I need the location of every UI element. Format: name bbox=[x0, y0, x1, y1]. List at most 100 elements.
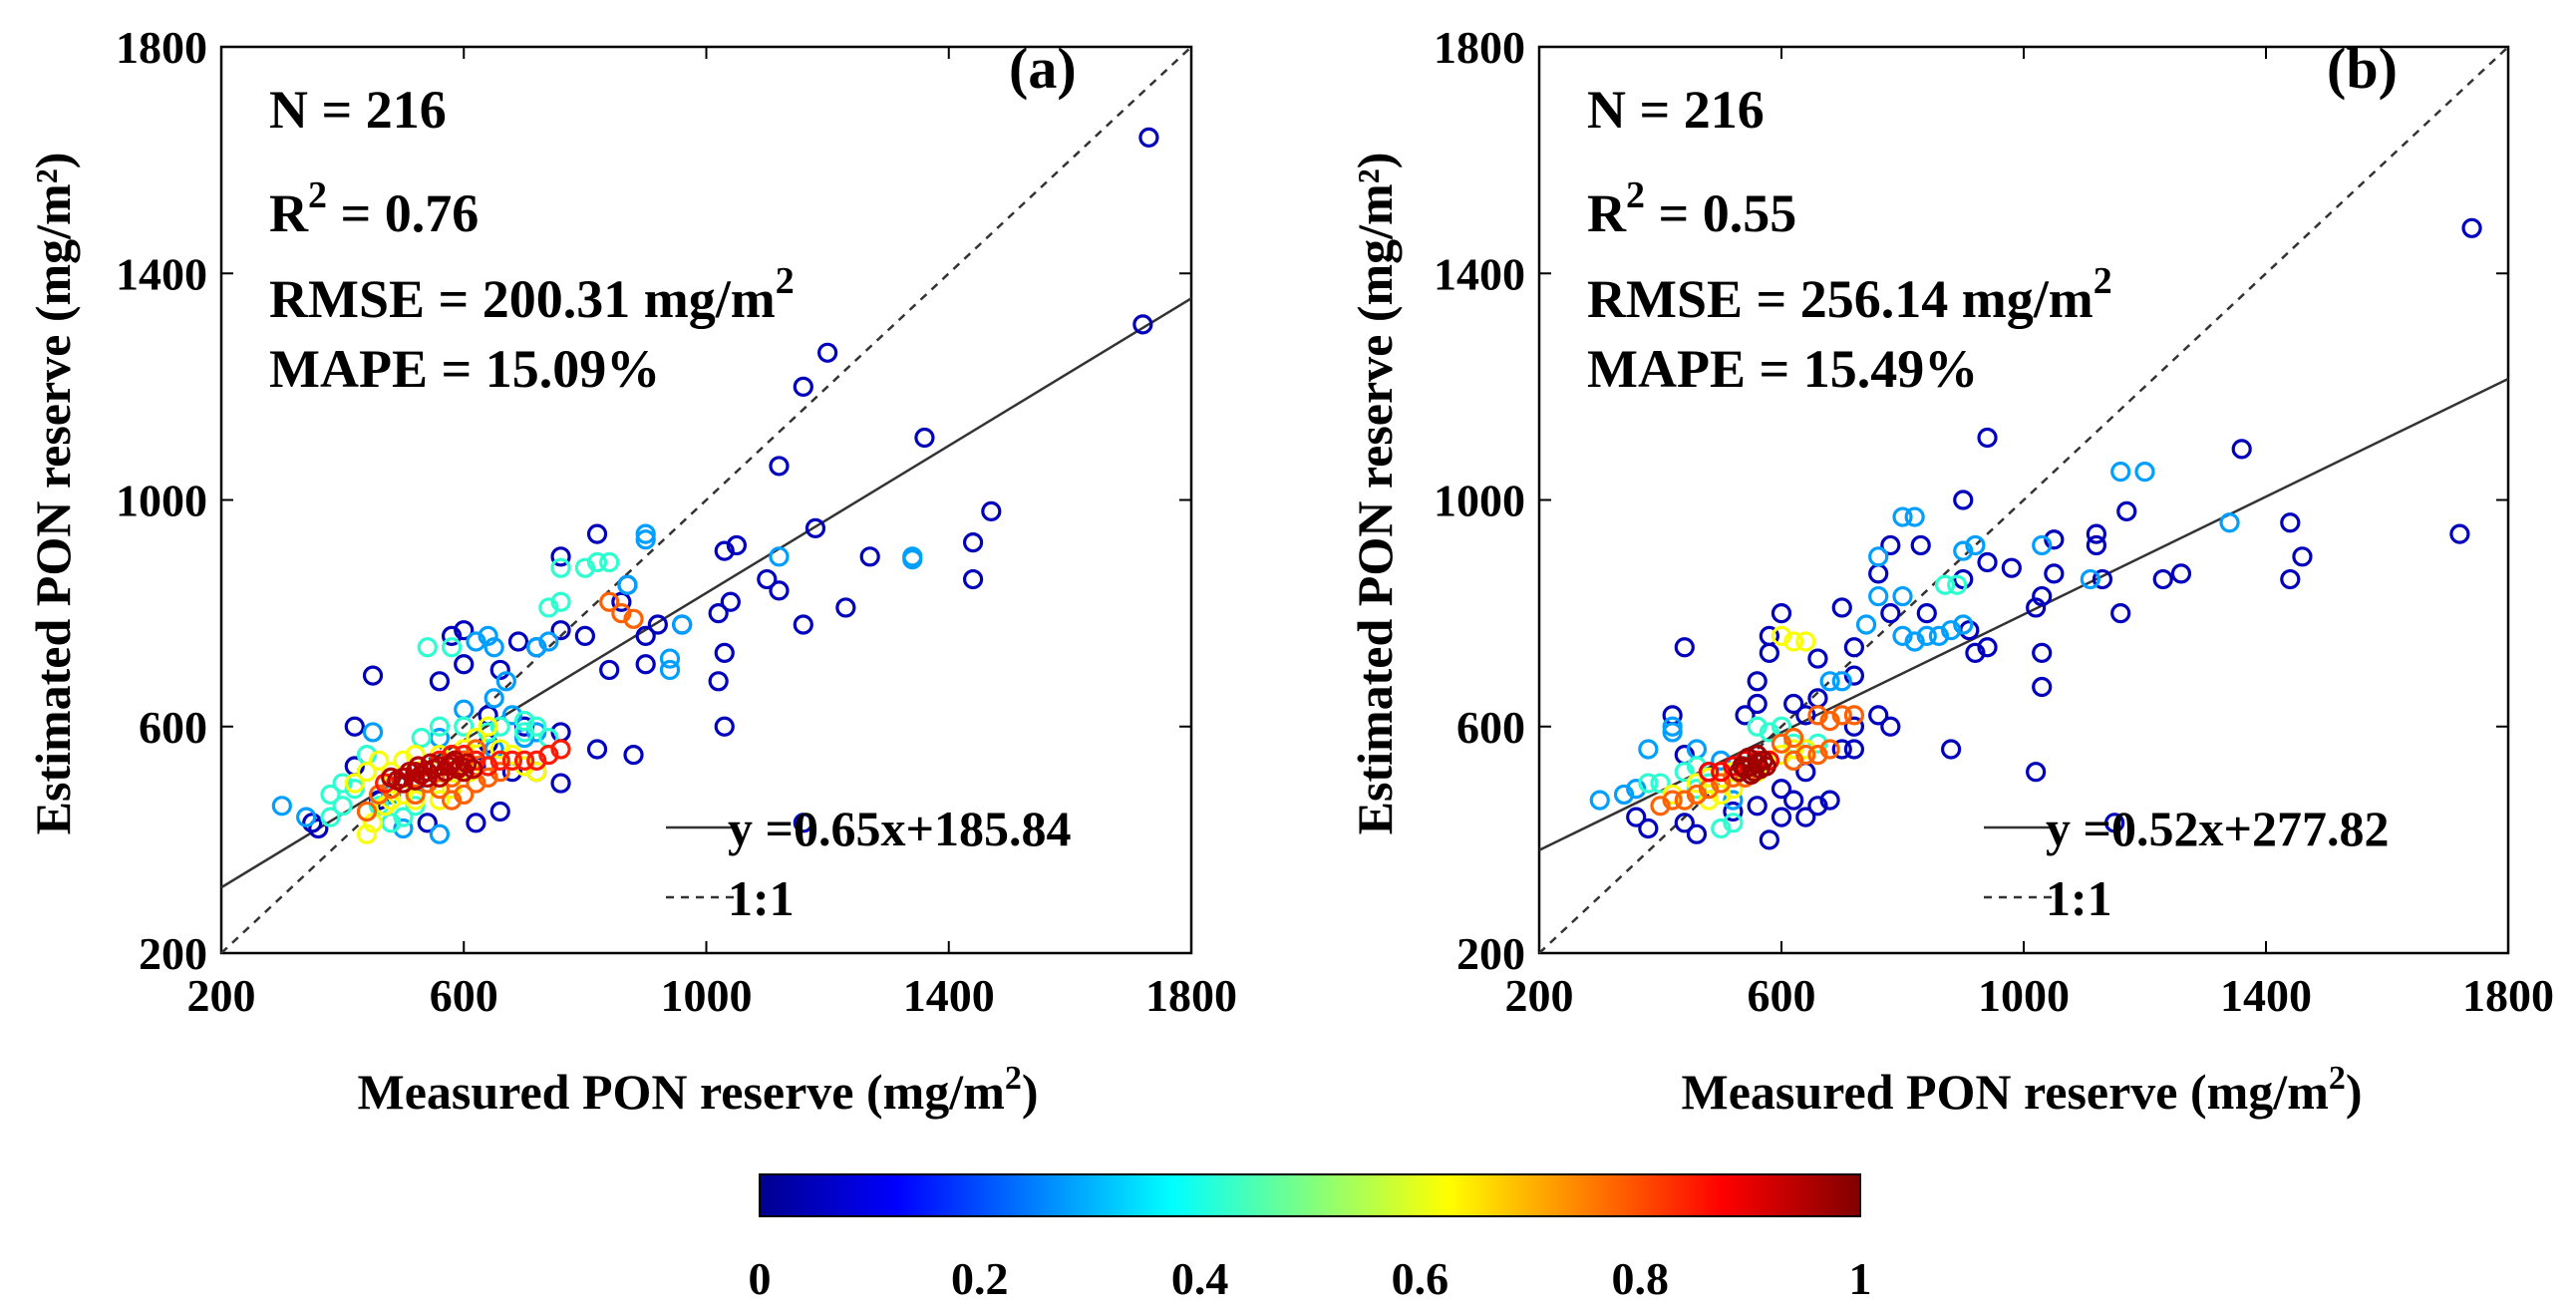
panel-b-data-point bbox=[2026, 597, 2047, 618]
panel-a-data-point bbox=[793, 376, 813, 397]
panel-a-data-point bbox=[769, 580, 790, 601]
panel-b-data-point bbox=[2001, 557, 2022, 578]
panel-b-data-point bbox=[1662, 790, 1683, 811]
panel-a-data-point bbox=[405, 770, 426, 791]
panel-a-data-point bbox=[332, 796, 353, 817]
panel-a-data-point bbox=[1138, 127, 1159, 148]
panel-b-data-point bbox=[1831, 597, 1852, 618]
panel-a-data-point bbox=[635, 654, 656, 675]
panel-a-ytick-label: 1400 bbox=[116, 248, 207, 299]
panel-b-data-point bbox=[1868, 546, 1889, 567]
panel-a-data-point bbox=[635, 523, 656, 544]
panel-a-data-point bbox=[369, 790, 390, 811]
panel-a-data-point bbox=[526, 750, 547, 771]
panel-a-data-point bbox=[489, 739, 510, 760]
panel-b-data-point bbox=[1723, 801, 1744, 822]
panel-a-data-point bbox=[478, 767, 498, 788]
panel-b-data-point bbox=[2110, 603, 2131, 624]
panel-b-data-point bbox=[1747, 796, 1768, 817]
panel-b-ytick-label: 1000 bbox=[1434, 476, 1525, 526]
panel-b-data-point bbox=[1723, 790, 1744, 811]
panel-b-data-point bbox=[2134, 461, 2155, 483]
panel-b-data-point bbox=[1638, 739, 1659, 760]
panel-b-data-point bbox=[1650, 796, 1671, 817]
panel-b-data-point bbox=[1910, 534, 1931, 556]
panel-b-data-point bbox=[1711, 773, 1732, 794]
panel-b-data-point bbox=[1662, 784, 1683, 806]
panel-b-data-point bbox=[1807, 733, 1828, 754]
panel-b-data-point bbox=[1928, 625, 1950, 646]
panel-a-data-point bbox=[420, 753, 441, 774]
panel-a-data-point bbox=[599, 551, 620, 573]
panel-a-data-point bbox=[501, 750, 523, 771]
panel-b-n-label: N = 216 bbox=[1587, 80, 1765, 140]
panel-a-data-point bbox=[550, 773, 571, 794]
panel-a-data-point bbox=[599, 659, 620, 681]
panel-b-data-point bbox=[1589, 790, 1610, 811]
panel-b-data-point bbox=[1953, 540, 1974, 561]
panel-b-data-point bbox=[2044, 563, 2065, 584]
panel-a-legend-fit-label: y =0.65x+185.84 bbox=[728, 801, 1071, 856]
colorbar-tick-label: 0.2 bbox=[951, 1253, 1009, 1304]
panel-b-data-point bbox=[1977, 427, 1998, 449]
panel-a-data-point bbox=[659, 648, 681, 669]
panel-b-data-point bbox=[2152, 568, 2173, 590]
panel-b-data-point bbox=[1698, 767, 1720, 788]
colorbar-tick-label: 1 bbox=[1849, 1253, 1872, 1304]
panel-b-label: (b) bbox=[2327, 36, 2398, 101]
panel-a-data-point bbox=[489, 762, 510, 783]
panel-b-data-point bbox=[1934, 574, 1956, 595]
panel-a-data-point bbox=[356, 801, 378, 822]
panel-a-r2-label: R2 = 0.76 bbox=[269, 174, 479, 243]
panel-a-data-point bbox=[574, 557, 595, 578]
panel-b-data-point bbox=[2449, 523, 2470, 544]
colorbar-tick-label: 0.6 bbox=[1392, 1253, 1449, 1304]
panel-b-xtick-label: 600 bbox=[1748, 970, 1816, 1021]
panel-b-data-point bbox=[2104, 813, 2125, 833]
panel-a-ytick-label: 200 bbox=[139, 928, 207, 979]
panel-a-data-point bbox=[793, 614, 813, 635]
panel-b-data-point bbox=[2461, 217, 2482, 238]
panel-a-ytick-label: 1800 bbox=[116, 22, 207, 73]
panel-b-data-point bbox=[1940, 739, 1962, 760]
panel-a-data-point bbox=[817, 342, 838, 363]
panel-a-data-point bbox=[466, 739, 486, 760]
panel-a-data-point bbox=[320, 807, 341, 827]
panel-a-data-point bbox=[375, 796, 396, 817]
panel-b-data-point bbox=[1880, 716, 1901, 737]
panel-b-data-point bbox=[1662, 722, 1683, 743]
panel-a-data-point bbox=[769, 456, 790, 477]
panel-b-data-point bbox=[2086, 523, 2106, 544]
panel-b-data-point bbox=[1947, 574, 1968, 595]
panel-a-data-point bbox=[302, 813, 323, 833]
panel-b-data-point bbox=[1892, 506, 1913, 527]
panel-b-xtick-label: 1400 bbox=[2220, 970, 2312, 1021]
panel-b-data-point bbox=[1771, 603, 1792, 624]
panel-b-data-point bbox=[1868, 705, 1889, 726]
panel-a-data-point bbox=[550, 620, 571, 641]
panel-b-data-point bbox=[1759, 829, 1779, 850]
panel-b-data-point bbox=[2086, 534, 2106, 556]
panel-a-data-point bbox=[320, 784, 341, 806]
panel-a-xtick-label: 1800 bbox=[1145, 970, 1237, 1021]
panel-b-legend-fit-label: y =0.52x+277.82 bbox=[2046, 801, 2389, 856]
panel-a-data-point bbox=[1132, 314, 1153, 335]
panel-a-label: (a) bbox=[1009, 36, 1077, 101]
panel-b-data-point bbox=[1843, 637, 1865, 658]
panel-a-data-point bbox=[635, 625, 656, 646]
panel-a-data-point bbox=[478, 716, 498, 737]
panel-b-data-point bbox=[1843, 716, 1865, 737]
panel-b-data-point bbox=[1977, 637, 1998, 658]
panel-b-data-point bbox=[1698, 762, 1720, 783]
panel-a-data-point bbox=[769, 546, 790, 567]
panel-a-data-point bbox=[417, 813, 438, 833]
panel-a-data-point bbox=[466, 813, 486, 833]
panel-a-data-point bbox=[441, 637, 463, 658]
panel-b-data-point bbox=[1613, 784, 1635, 806]
panel-b-data-point bbox=[1771, 733, 1792, 754]
panel-b-data-point bbox=[1674, 790, 1695, 811]
panel-a-data-point bbox=[586, 739, 608, 760]
panel-b-data-point bbox=[1892, 585, 1913, 607]
panel-b-data-point bbox=[1674, 813, 1695, 833]
panel-a-stats: N = 216 R2 = 0.76 RMSE = 200.31 mg/m2 MA… bbox=[269, 36, 1077, 399]
